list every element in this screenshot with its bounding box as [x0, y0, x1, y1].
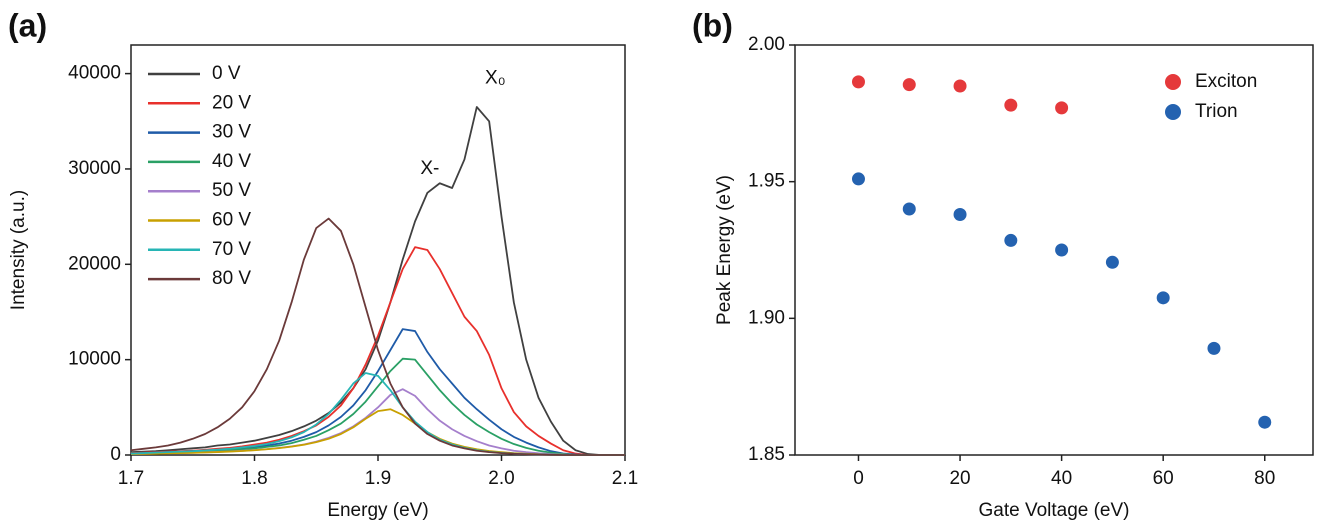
- legend-label: 50 V: [212, 180, 251, 201]
- panel-label: (b): [692, 7, 733, 43]
- data-point: [1055, 101, 1069, 115]
- x-tick-label: 60: [1153, 468, 1174, 489]
- x-tick-label: 2.1: [612, 468, 638, 489]
- legend-label: 80 V: [212, 268, 251, 289]
- legend-label: 0 V: [212, 63, 241, 84]
- legend-label: 30 V: [212, 122, 251, 143]
- data-point: [953, 79, 967, 93]
- y-axis-label: Intensity (a.u.): [8, 190, 29, 310]
- x-tick-label: 0: [853, 468, 864, 489]
- data-point: [1055, 243, 1069, 257]
- annotation: X₀: [485, 67, 506, 88]
- spectrum-line: [130, 106, 625, 456]
- y-tick-label: 30000: [68, 158, 121, 179]
- axis-frame: [794, 44, 1314, 456]
- data-point: [902, 202, 916, 216]
- data-point: [1156, 291, 1170, 305]
- data-point: [851, 172, 865, 186]
- y-tick-label: 1.90: [748, 307, 785, 328]
- x-tick-label: 20: [949, 468, 970, 489]
- legend-marker: [1165, 104, 1181, 120]
- legend-label: 40 V: [212, 151, 251, 172]
- data-point: [1105, 255, 1119, 269]
- y-axis-label: Peak Energy (eV): [714, 175, 735, 325]
- axis-frame: [130, 44, 626, 456]
- legend-label: 70 V: [212, 239, 251, 260]
- legend-label: Exciton: [1195, 71, 1257, 92]
- y-tick-label: 1.95: [748, 171, 785, 192]
- spectrum-line: [130, 357, 625, 456]
- legend-label: 20 V: [212, 92, 251, 113]
- spectrum-line: [130, 217, 625, 456]
- x-axis-label: Gate Voltage (eV): [978, 500, 1129, 521]
- legend-label: Trion: [1195, 101, 1238, 122]
- x-tick-label: 1.8: [241, 468, 267, 489]
- data-point: [953, 207, 967, 221]
- x-tick-label: 80: [1254, 468, 1275, 489]
- data-point: [1207, 341, 1221, 355]
- x-tick-label: 2.0: [488, 468, 514, 489]
- data-point: [1258, 415, 1272, 429]
- annotation: X-: [420, 158, 439, 179]
- x-tick-label: 1.7: [118, 468, 144, 489]
- data-point: [851, 75, 865, 89]
- legend-label: 60 V: [212, 210, 251, 231]
- x-tick-label: 1.9: [365, 468, 391, 489]
- x-tick-label: 40: [1051, 468, 1072, 489]
- panel-label: (a): [8, 7, 47, 43]
- y-tick-label: 0: [110, 444, 121, 465]
- data-point: [1004, 233, 1018, 247]
- y-tick-label: 1.85: [748, 444, 785, 465]
- y-tick-label: 20000: [68, 253, 121, 274]
- x-axis-label: Energy (eV): [327, 500, 428, 521]
- data-point: [902, 78, 916, 92]
- y-tick-label: 10000: [68, 349, 121, 370]
- legend-marker: [1165, 74, 1181, 90]
- y-tick-label: 40000: [68, 63, 121, 84]
- data-point: [1004, 98, 1018, 112]
- y-tick-label: 2.00: [748, 34, 785, 55]
